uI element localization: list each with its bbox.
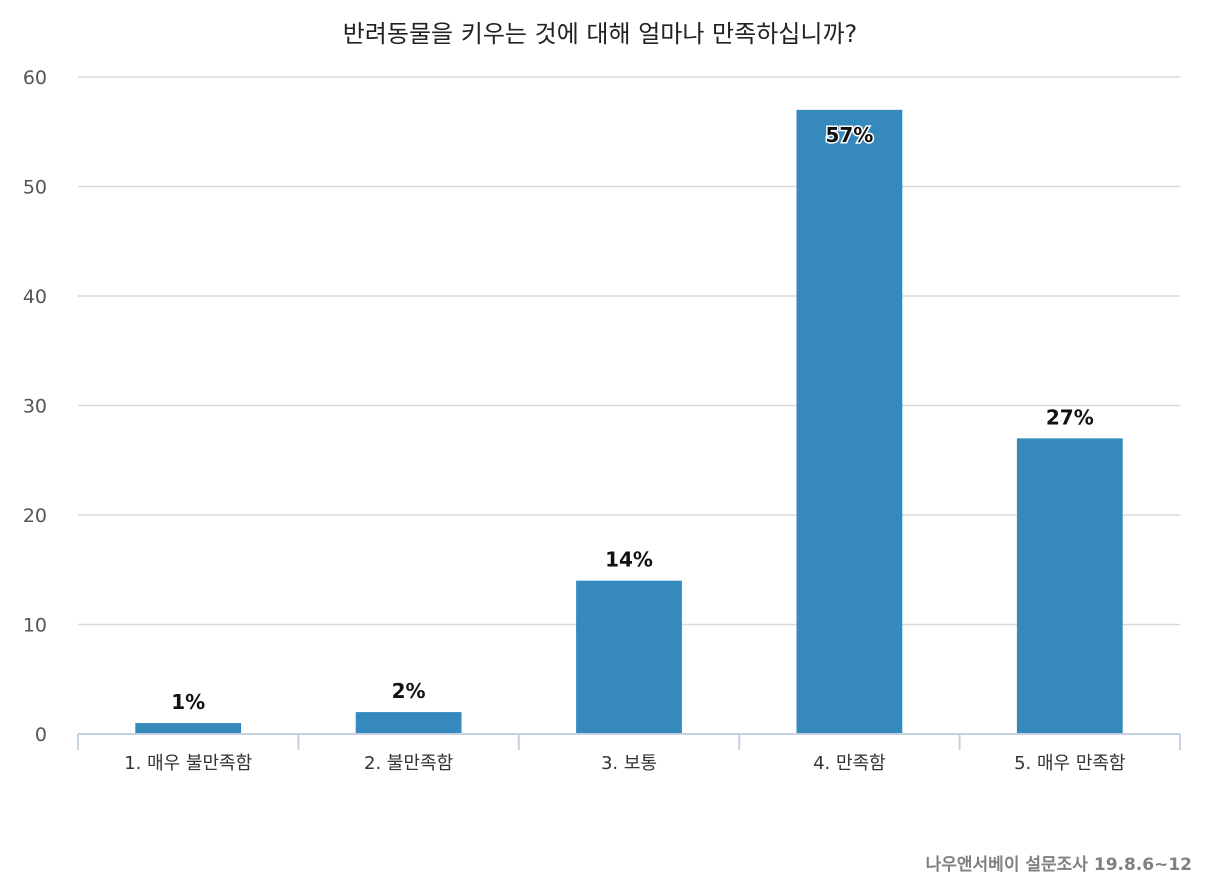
y-tick-label: 50 [23, 177, 47, 199]
x-tick-label: 1. 매우 불만족함 [124, 753, 252, 774]
y-tick-label: 10 [23, 615, 47, 637]
y-tick-label: 20 [23, 505, 47, 527]
y-tick-label: 0 [35, 724, 47, 746]
bar [796, 109, 903, 735]
y-tick-label: 30 [23, 396, 47, 418]
y-tick-label: 60 [23, 67, 47, 89]
x-tick-label: 5. 매우 만족함 [1014, 753, 1125, 774]
data-label: 1% [171, 690, 205, 714]
x-axis [77, 733, 1181, 750]
chart-title: 반려동물을 키우는 것에 대해 얼마나 만족하십니까? [342, 20, 858, 48]
gridlines [78, 76, 1180, 626]
data-label: 2% [392, 679, 426, 703]
data-label: 14% [605, 548, 653, 572]
bar [135, 723, 242, 734]
bar [355, 712, 462, 734]
data-label: 27% [1046, 405, 1094, 429]
bars [135, 109, 1123, 735]
x-tick-label: 2. 불만족함 [364, 753, 453, 774]
bar [576, 580, 682, 734]
labels: 0 10 20 30 40 50 60 1% 1. 매우 불만족함 2% 2. 불만족함 14% 3. … [23, 67, 1126, 774]
data-label: 57% [825, 123, 873, 147]
x-tick-label: 4. 만족함 [813, 753, 886, 774]
source-note: 나우앤서베이 설문조사 19.8.6~12 [925, 855, 1192, 875]
bar [1016, 438, 1123, 734]
x-tick-label: 3. 보통 [601, 753, 657, 774]
y-tick-label: 40 [23, 286, 47, 308]
